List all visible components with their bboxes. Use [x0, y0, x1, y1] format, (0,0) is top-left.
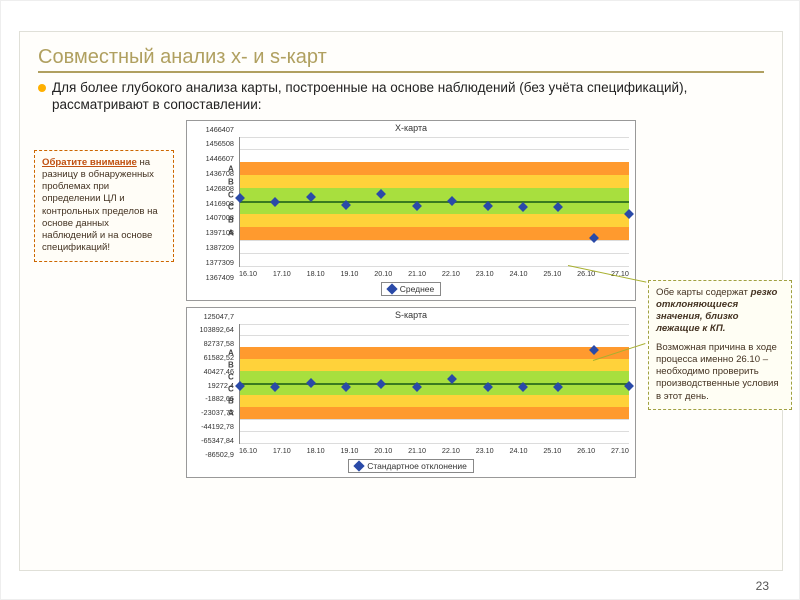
left-callout-heading: Обратите внимание [42, 157, 137, 168]
s-chart-plot: ABCCBA [239, 324, 629, 444]
right-callout-p1: Обе карты содержат резко отклоняющиеся з… [656, 287, 784, 336]
legend-marker-icon [354, 460, 365, 471]
content-layout: Обратите внимание на разницу в обнаружен… [38, 120, 764, 550]
x-chart-legend-wrap: Среднее [187, 280, 635, 300]
x-chart: X-карта 14664071456508144660714367081426… [186, 120, 636, 301]
slide-title: Совместный анализ x- и s-карт [38, 46, 764, 73]
charts-column: X-карта 14664071456508144660714367081426… [186, 120, 636, 484]
s-chart-xlabels: 16.1017.1018.1019.1020.1021.1022.1023.10… [239, 446, 629, 455]
right-callout: Обе карты содержат резко отклоняющиеся з… [648, 280, 792, 410]
bullet-row: Для более глубокого анализа карты, постр… [38, 79, 764, 114]
s-chart-legend-wrap: Стандартное отклонение [187, 457, 635, 477]
x-chart-legend: Среднее [381, 282, 442, 296]
s-chart-legend: Стандартное отклонение [348, 459, 474, 473]
s-chart-legend-label: Стандартное отклонение [367, 461, 467, 471]
left-callout-body: на разницу в обнаруженных проблемах при … [42, 157, 158, 254]
x-chart-legend-label: Среднее [400, 284, 435, 294]
left-callout: Обратите внимание на разницу в обнаружен… [34, 150, 174, 262]
page-number: 23 [756, 579, 769, 593]
bullet-text: Для более глубокого анализа карты, постр… [52, 79, 764, 114]
bullet-dot-icon [38, 84, 46, 92]
right-callout-p2: Возможная причина в ходе процесса именно… [656, 342, 784, 403]
x-chart-plot: ABCCBA [239, 137, 629, 267]
right-callout-p1a: Обе карты содержат [656, 287, 751, 298]
slide-frame: Совместный анализ x- и s-карт Для более … [19, 31, 783, 571]
s-chart: S-карта 125047,7103892,6482737,5861582,5… [186, 307, 636, 478]
x-chart-xlabels: 16.1017.1018.1019.1020.1021.1022.1023.10… [239, 269, 629, 278]
x-chart-title: X-карта [187, 121, 635, 133]
legend-marker-icon [386, 283, 397, 294]
s-chart-title: S-карта [187, 308, 635, 320]
